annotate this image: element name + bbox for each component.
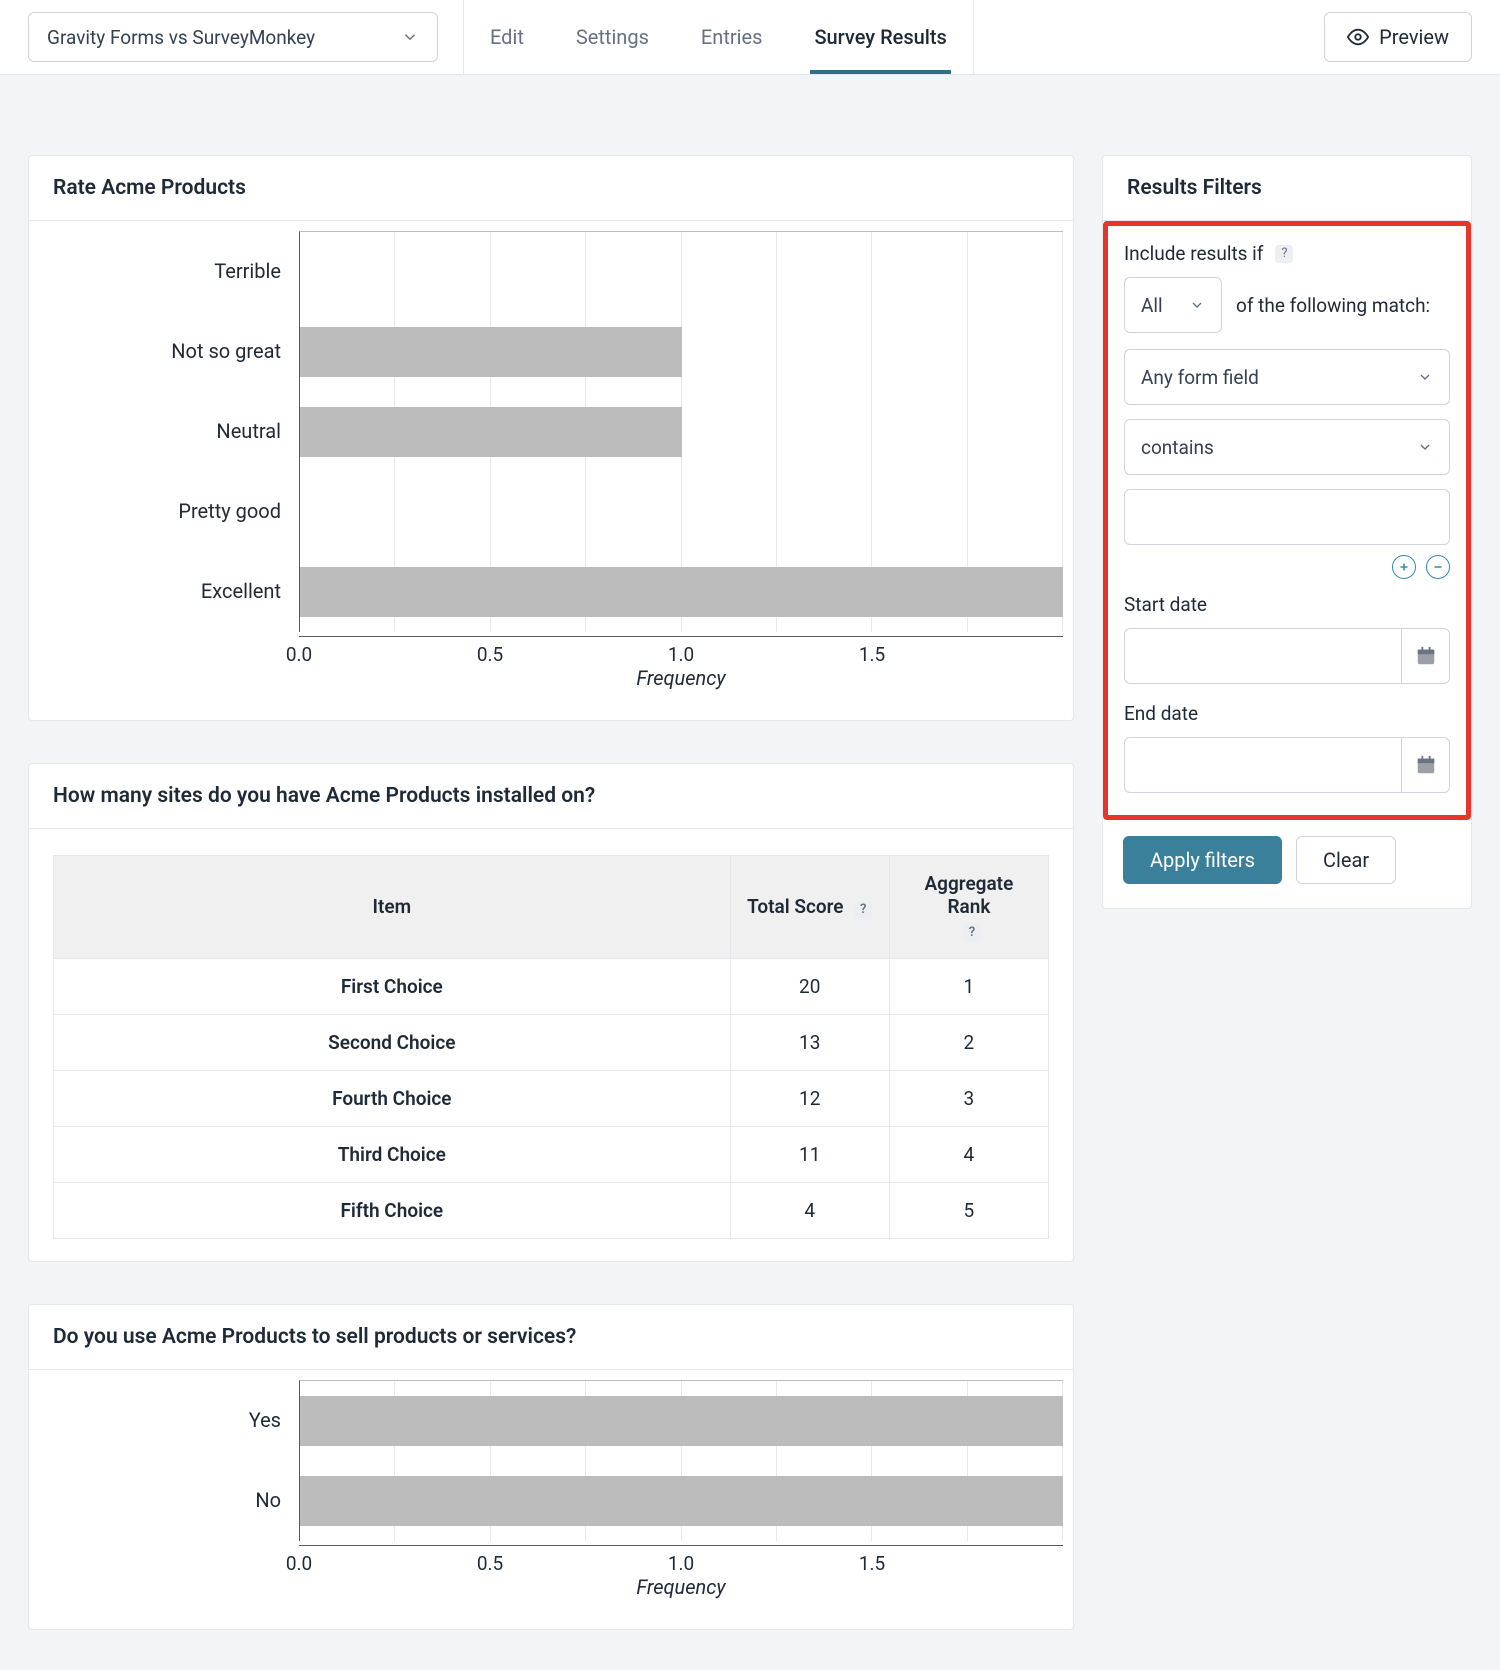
chart-bar: [300, 327, 682, 377]
card-results-filters: Results Filters Include results if ? All…: [1102, 155, 1472, 909]
chart-category-label: No: [39, 1460, 299, 1540]
table-row: Fourth Choice123: [54, 1070, 1049, 1126]
operator-select[interactable]: contains: [1124, 419, 1450, 475]
start-date-label: Start date: [1124, 593, 1450, 616]
card-title: Results Filters: [1103, 156, 1471, 221]
help-icon[interactable]: ?: [963, 924, 981, 942]
table-cell: Fifth Choice: [54, 1182, 731, 1238]
clear-filters-button[interactable]: Clear: [1296, 836, 1396, 884]
card-title: Do you use Acme Products to sell product…: [29, 1305, 1073, 1370]
table-cell: 4: [730, 1182, 889, 1238]
table-cell: 12: [730, 1070, 889, 1126]
tab-edit[interactable]: Edit: [464, 0, 550, 74]
preview-label: Preview: [1379, 25, 1449, 49]
table-cell: 20: [730, 958, 889, 1014]
filter-value-input[interactable]: [1124, 489, 1450, 545]
chart-tick: 0.5: [477, 1552, 503, 1575]
table-cell: 13: [730, 1014, 889, 1070]
chart-sell-products: YesNo 0.0 0.5 1.0 1.5Frequency: [29, 1370, 1073, 1629]
chevron-down-icon: [1189, 297, 1205, 313]
form-selector-dropdown[interactable]: Gravity Forms vs SurveyMonkey: [28, 12, 438, 62]
chart-x-axis-label: Frequency: [39, 666, 1063, 690]
end-date-input[interactable]: [1124, 737, 1401, 793]
chevron-down-icon: [401, 28, 419, 46]
add-condition-button[interactable]: [1392, 555, 1416, 579]
chart-category-label: Pretty good: [39, 471, 299, 551]
rank-table: ItemTotal Score ?Aggregate Rank ?First C…: [53, 855, 1049, 1239]
tab-entries[interactable]: Entries: [675, 0, 789, 74]
end-date-picker-button[interactable]: [1401, 737, 1450, 793]
top-bar: Gravity Forms vs SurveyMonkey EditSettin…: [0, 0, 1500, 75]
chart-tick: 1.0: [668, 643, 694, 666]
chart-bar: [300, 407, 682, 457]
table-row: Third Choice114: [54, 1126, 1049, 1182]
table-cell: 3: [889, 1070, 1048, 1126]
chart-tick: 0.0: [286, 1552, 312, 1575]
start-date-picker-button[interactable]: [1401, 628, 1450, 684]
table-cell: Second Choice: [54, 1014, 731, 1070]
remove-condition-button[interactable]: [1426, 555, 1450, 579]
chart-tick: 0.5: [477, 643, 503, 666]
table-row: Second Choice132: [54, 1014, 1049, 1070]
table-cell: 11: [730, 1126, 889, 1182]
minus-icon: [1432, 561, 1444, 573]
chart-tick: 1.5: [859, 643, 885, 666]
card-sites-installed: How many sites do you have Acme Products…: [28, 763, 1074, 1262]
apply-filters-button[interactable]: Apply filters: [1123, 836, 1282, 884]
form-selector-label: Gravity Forms vs SurveyMonkey: [47, 26, 315, 49]
table-cell: Fourth Choice: [54, 1070, 731, 1126]
nav-tabs: EditSettingsEntriesSurvey Results: [463, 0, 974, 74]
calendar-icon: [1415, 754, 1437, 776]
preview-button[interactable]: Preview: [1324, 12, 1472, 62]
start-date-input[interactable]: [1124, 628, 1401, 684]
table-header: Aggregate Rank ?: [889, 856, 1048, 959]
chevron-down-icon: [1417, 369, 1433, 385]
table-cell: First Choice: [54, 958, 731, 1014]
table-row: First Choice201: [54, 958, 1049, 1014]
chart-bar: [300, 1396, 1063, 1446]
match-scope-select[interactable]: All: [1124, 277, 1222, 333]
table-cell: 2: [889, 1014, 1048, 1070]
chart-category-label: Yes: [39, 1380, 299, 1460]
tab-settings[interactable]: Settings: [550, 0, 675, 74]
chart-rate-products: TerribleNot so greatNeutralPretty goodEx…: [29, 221, 1073, 720]
card-title: Rate Acme Products: [29, 156, 1073, 221]
chart-x-axis-label: Frequency: [39, 1575, 1063, 1599]
table-cell: Third Choice: [54, 1126, 731, 1182]
chart-bar: [300, 567, 1063, 617]
eye-icon: [1347, 26, 1369, 48]
table-cell: 4: [889, 1126, 1048, 1182]
chart-category-label: Not so great: [39, 311, 299, 391]
chart-tick: 1.0: [668, 1552, 694, 1575]
table-cell: 5: [889, 1182, 1048, 1238]
table-header: Item: [54, 856, 731, 959]
help-icon[interactable]: ?: [854, 901, 872, 919]
chart-tick: 0.0: [286, 643, 312, 666]
card-rate-products: Rate Acme Products TerribleNot so greatN…: [28, 155, 1074, 721]
plus-icon: [1398, 561, 1410, 573]
table-header: Total Score ?: [730, 856, 889, 959]
match-suffix-text: of the following match:: [1236, 294, 1430, 317]
include-results-label: Include results if ?: [1124, 242, 1450, 265]
chevron-down-icon: [1417, 439, 1433, 455]
chart-bar: [300, 1476, 1063, 1526]
filters-highlight-region: Include results if ? All of the followin…: [1103, 221, 1471, 820]
card-sell-products: Do you use Acme Products to sell product…: [28, 1304, 1074, 1630]
chart-category-label: Excellent: [39, 551, 299, 631]
table-cell: 1: [889, 958, 1048, 1014]
table-row: Fifth Choice45: [54, 1182, 1049, 1238]
chart-category-label: Neutral: [39, 391, 299, 471]
chart-category-label: Terrible: [39, 231, 299, 311]
card-title: How many sites do you have Acme Products…: [29, 764, 1073, 829]
calendar-icon: [1415, 645, 1437, 667]
field-select[interactable]: Any form field: [1124, 349, 1450, 405]
chart-tick: 1.5: [859, 1552, 885, 1575]
end-date-label: End date: [1124, 702, 1450, 725]
tab-survey-results[interactable]: Survey Results: [788, 0, 972, 74]
help-icon[interactable]: ?: [1275, 245, 1293, 263]
